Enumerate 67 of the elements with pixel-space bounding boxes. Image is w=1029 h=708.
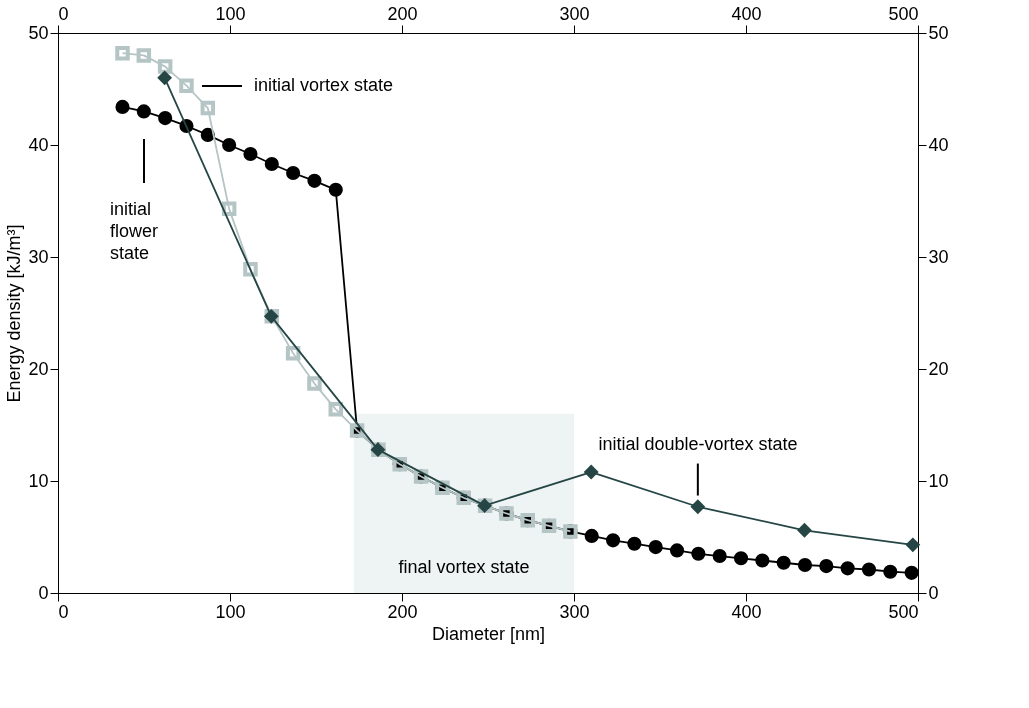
x-axis-title: Diameter [nm] (431, 623, 546, 644)
point (583, 464, 599, 480)
y2-tick-label: 10 (928, 470, 949, 491)
y-tick-label: 50 (28, 22, 49, 43)
y-axis-title: Energy density [kJ/m³] (4, 224, 25, 403)
point (328, 182, 343, 197)
point (136, 104, 151, 119)
annotation: initial vortex state (254, 75, 394, 95)
point (776, 555, 791, 570)
point (200, 100, 216, 116)
y2-tick-label: 40 (928, 134, 949, 155)
x-tick-label: 400 (731, 601, 762, 622)
point (179, 78, 194, 93)
point (243, 146, 258, 162)
y2-tick-label: 50 (928, 22, 949, 43)
point (905, 537, 921, 553)
band-label: final vortex state (398, 557, 530, 578)
y2-tick-label: 30 (928, 246, 949, 267)
y-tick-label: 10 (28, 470, 49, 491)
x2-tick-label: 200 (387, 3, 418, 24)
point (904, 565, 919, 580)
x-tick-label: 200 (387, 601, 418, 622)
point (158, 111, 173, 126)
point (157, 70, 173, 86)
x-tick-label: 0 (58, 601, 69, 622)
point (584, 528, 599, 543)
point (115, 99, 130, 114)
x-tick-label: 500 (888, 601, 919, 622)
point (797, 557, 813, 573)
annotation: initial double-vortex state (598, 434, 798, 454)
point (691, 546, 706, 561)
point (755, 553, 770, 568)
point (157, 59, 173, 74)
point (690, 499, 706, 515)
x2-tick-label: 0 (58, 3, 69, 24)
y-tick-label: 20 (28, 358, 49, 379)
point (328, 402, 344, 417)
point (307, 173, 322, 188)
point (605, 533, 621, 548)
y-tick-label: 0 (38, 582, 49, 603)
point (286, 165, 301, 181)
x-tick-label: 300 (559, 601, 590, 622)
y2-tick-label: 0 (928, 582, 939, 603)
point (627, 536, 642, 551)
x-tick-label: 100 (215, 601, 246, 622)
point (648, 540, 663, 555)
y-tick-label: 30 (28, 246, 49, 267)
point (712, 548, 727, 564)
point (840, 561, 855, 576)
x2-tick-label: 100 (215, 3, 246, 24)
point (797, 522, 812, 538)
x2-tick-label: 400 (731, 3, 762, 24)
x2-tick-label: 300 (559, 3, 590, 24)
point (264, 156, 279, 172)
point (307, 376, 322, 391)
x2-tick-label: 500 (888, 3, 919, 24)
y-tick-label: 40 (28, 134, 49, 155)
point (222, 137, 237, 153)
y2-tick-label: 20 (928, 358, 949, 379)
point (669, 543, 685, 558)
point (819, 559, 834, 574)
annotation: initial flower state (110, 199, 159, 263)
point (136, 48, 152, 63)
point (883, 564, 898, 579)
point (733, 551, 749, 566)
point (861, 562, 877, 577)
point (115, 45, 130, 61)
